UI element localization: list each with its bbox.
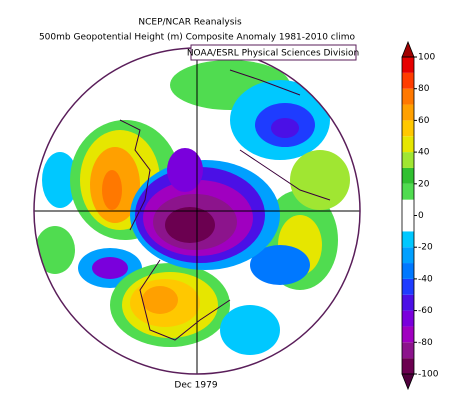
date-label: Dec 1979 (174, 381, 217, 391)
colorbar-band (402, 310, 414, 327)
credit: NOAA/ESRL Physical Sciences Division (187, 49, 359, 59)
colorbar-band (402, 263, 414, 279)
colorbar-band (402, 104, 414, 121)
subtitle: 500mb Geopotential Height (m) Composite … (39, 33, 356, 43)
colorbar-band (402, 88, 414, 105)
colorbar-band (402, 326, 414, 343)
colorbar-tick-label: 60 (418, 116, 430, 126)
colorbar-over (401, 40, 415, 58)
colorbar-tick-label: -80 (418, 338, 433, 348)
colorbar-tick-label: 0 (418, 211, 424, 221)
colorbar-band (402, 358, 414, 374)
colorbar-band (402, 294, 414, 311)
colorbar-band (402, 247, 414, 264)
colorbar-tick-label: 20 (418, 179, 430, 189)
colorbar-band (402, 152, 414, 168)
colorbar-tick-label: 80 (418, 84, 430, 94)
title: NCEP/NCAR Reanalysis (138, 18, 242, 28)
credit-box (190, 44, 357, 61)
colorbar-tick-label: -60 (418, 306, 433, 316)
colorbar-band (402, 231, 414, 248)
colorbar-band (402, 199, 414, 216)
colorbar-tick-label: -40 (418, 274, 433, 284)
colorbar-under (401, 373, 415, 391)
colorbar-band (402, 342, 414, 359)
colorbar-band (402, 72, 414, 89)
colorbar-tick-label: -20 (418, 243, 433, 253)
colorbar-band (402, 183, 414, 200)
colorbar-band (402, 120, 414, 137)
colorbar-tick-label: -100 (418, 370, 439, 380)
map (34, 48, 360, 374)
colorbar-band (402, 136, 414, 153)
colorbar-band (402, 215, 414, 232)
colorbar-band (402, 278, 414, 295)
colorbar-band (402, 57, 414, 73)
colorbar-tick-label: 40 (418, 148, 430, 158)
colorbar-tick-label: 100 (418, 53, 435, 63)
colorbar-band (402, 167, 414, 184)
